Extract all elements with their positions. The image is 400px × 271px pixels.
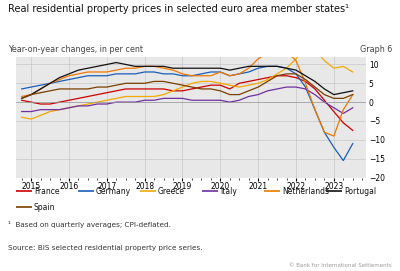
Text: Real residential property prices in selected euro area member states¹: Real residential property prices in sele… bbox=[8, 4, 349, 14]
Text: Year-on-year changes, in per cent: Year-on-year changes, in per cent bbox=[8, 45, 143, 54]
Text: Greece: Greece bbox=[158, 186, 185, 196]
Text: Spain: Spain bbox=[34, 203, 56, 212]
Text: Graph 6: Graph 6 bbox=[360, 45, 392, 54]
Text: Italy: Italy bbox=[220, 186, 237, 196]
Text: France: France bbox=[34, 186, 60, 196]
Text: © Bank for International Settlements: © Bank for International Settlements bbox=[289, 263, 392, 268]
Text: ¹  Based on quarterly averages; CPI-deflated.: ¹ Based on quarterly averages; CPI-defla… bbox=[8, 221, 171, 228]
Text: Source: BIS selected residential property price series.: Source: BIS selected residential propert… bbox=[8, 245, 202, 251]
Text: Germany: Germany bbox=[96, 186, 131, 196]
Text: Portugal: Portugal bbox=[344, 186, 376, 196]
Text: Netherlands: Netherlands bbox=[282, 186, 329, 196]
